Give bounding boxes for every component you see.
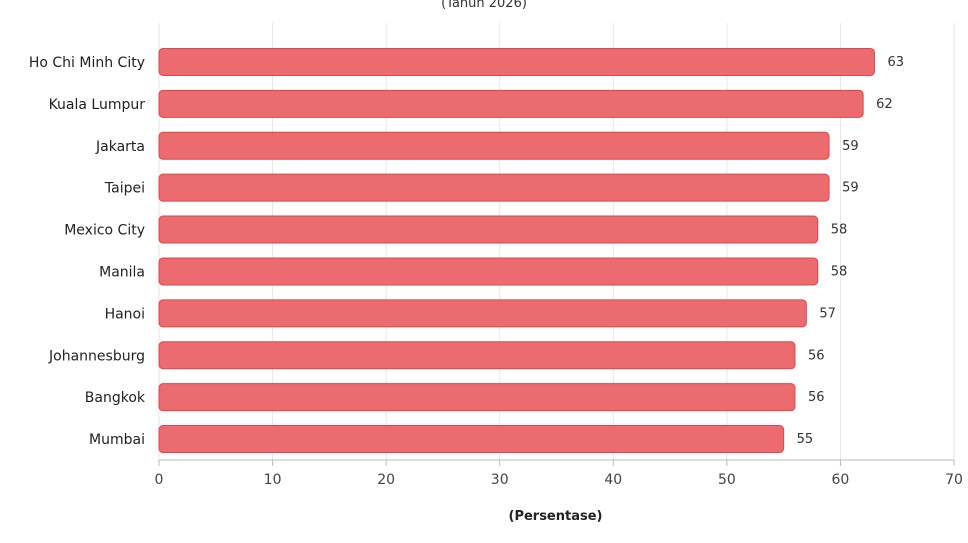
x-tick-label: 40 [604, 472, 622, 488]
category-label: Johannesburg [48, 348, 145, 364]
bar [158, 257, 819, 286]
value-label: 58 [831, 264, 848, 279]
bar [158, 215, 819, 244]
value-label: 57 [819, 306, 836, 321]
value-label: 56 [808, 390, 825, 405]
x-axis-title: (Persentase) [508, 509, 603, 524]
bar [158, 425, 785, 454]
value-label: 58 [831, 223, 848, 238]
category-label: Mexico City [64, 223, 145, 239]
chart-subtitle: (Tahun 2026) [441, 0, 527, 11]
value-label: 55 [797, 432, 814, 447]
x-tick-label: 20 [377, 472, 395, 488]
x-tick-label: 10 [264, 472, 282, 488]
value-label: 59 [842, 181, 859, 196]
bar [158, 299, 807, 328]
value-label: 62 [876, 97, 893, 112]
x-tick-label: 70 [945, 472, 963, 488]
bar [158, 89, 864, 118]
category-label: Hanoi [105, 306, 145, 322]
category-label: Jakarta [95, 139, 145, 155]
category-label: Bangkok [85, 390, 146, 406]
x-tick-label: 0 [155, 472, 164, 488]
x-tick-label: 50 [718, 472, 736, 488]
category-label: Manila [99, 264, 145, 280]
bar [158, 341, 796, 370]
category-label: Kuala Lumpur [49, 97, 146, 113]
bar [158, 47, 875, 76]
bar [158, 131, 830, 160]
bar [158, 383, 796, 412]
value-label: 56 [808, 348, 825, 363]
x-tick-label: 60 [832, 472, 850, 488]
x-tick-label: 30 [491, 472, 509, 488]
category-label: Taipei [104, 181, 145, 197]
category-label: Mumbai [89, 432, 145, 448]
bar [158, 173, 830, 202]
value-label: 63 [888, 55, 905, 70]
value-label: 59 [842, 139, 859, 154]
category-label: Ho Chi Minh City [29, 55, 145, 71]
